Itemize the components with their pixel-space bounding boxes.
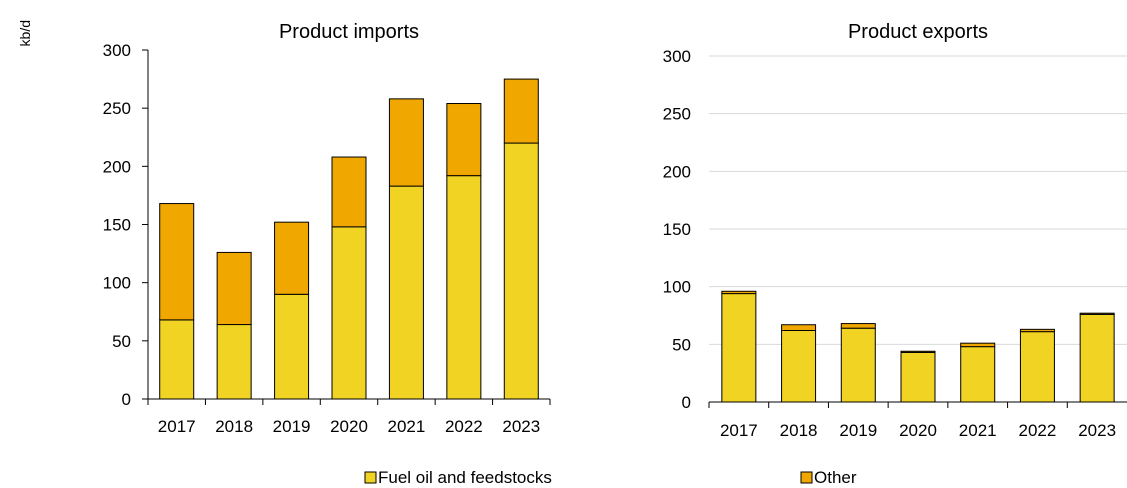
chart-title: Product exports bbox=[848, 21, 988, 43]
legend-swatch-fuel-oil bbox=[364, 471, 377, 484]
bar-fuel-2022 bbox=[446, 175, 482, 400]
bar-other-2021 bbox=[388, 98, 424, 187]
y-tick-label: 0 bbox=[122, 390, 131, 409]
bar-fuel-2022 bbox=[1019, 331, 1055, 403]
y-tick-label: 250 bbox=[103, 99, 131, 118]
x-tick-label: 2020 bbox=[330, 417, 368, 436]
y-tick-label: 200 bbox=[103, 157, 131, 176]
bar-fuel-2017 bbox=[721, 293, 757, 403]
bar-fuel-2020 bbox=[331, 226, 367, 400]
bar-fuel-2023 bbox=[1079, 313, 1115, 403]
legend: Fuel oil and feedstocks Other bbox=[364, 468, 857, 487]
bar-fuel-2020 bbox=[900, 351, 936, 403]
bar-other-2020 bbox=[331, 156, 367, 228]
x-tick-label: 2023 bbox=[502, 417, 540, 436]
bar-other-2022 bbox=[1019, 328, 1055, 333]
bar-other-2019 bbox=[274, 221, 310, 295]
bar-other-2022 bbox=[446, 103, 482, 177]
x-tick-label: 2018 bbox=[215, 417, 253, 436]
product-imports-chart: Product imports 0 50 100 150 200 250 300 2017 201… bbox=[103, 21, 551, 436]
product-exports-chart: Product exports 0 50 100 150 200 250 300 2017 201… bbox=[663, 21, 1127, 440]
bar-other-2018 bbox=[781, 324, 817, 331]
y-tick-label: 300 bbox=[103, 41, 131, 60]
x-tick-label: 2022 bbox=[1019, 421, 1057, 440]
y-tick-label: 150 bbox=[663, 220, 691, 239]
bar-fuel-2019 bbox=[840, 327, 876, 403]
bar-fuel-2018 bbox=[216, 324, 252, 400]
bar-other-2023 bbox=[1079, 312, 1115, 315]
x-tick-label: 2021 bbox=[388, 417, 426, 436]
legend-item-fuel-oil: Fuel oil and feedstocks bbox=[364, 468, 552, 487]
legend-label-fuel-oil: Fuel oil and feedstocks bbox=[378, 468, 552, 487]
x-tick-label: 2018 bbox=[780, 421, 818, 440]
x-tick-label: 2021 bbox=[959, 421, 997, 440]
y-tick-label: 100 bbox=[663, 278, 691, 297]
y-tick-label: 150 bbox=[103, 216, 131, 235]
bar-fuel-2021 bbox=[960, 346, 996, 403]
y-tick-label: 50 bbox=[112, 332, 131, 351]
bar-other-2021 bbox=[960, 342, 996, 348]
bar-other-2023 bbox=[503, 78, 539, 144]
y-tick-label: 250 bbox=[663, 105, 691, 124]
bar-other-2020 bbox=[900, 350, 936, 353]
x-tick-label: 2017 bbox=[158, 417, 196, 436]
chart-title: Product imports bbox=[279, 21, 419, 43]
x-tick-label: 2019 bbox=[273, 417, 311, 436]
x-tick-label: 2017 bbox=[720, 421, 758, 440]
bar-other-2017 bbox=[159, 203, 195, 321]
bar-other-2019 bbox=[840, 323, 876, 329]
bar-other-2018 bbox=[216, 251, 252, 326]
x-tick-label: 2019 bbox=[839, 421, 877, 440]
x-tick-label: 2020 bbox=[899, 421, 937, 440]
x-tick-label: 2022 bbox=[445, 417, 483, 436]
y-tick-label: 300 bbox=[663, 47, 691, 66]
bar-fuel-2021 bbox=[388, 185, 424, 400]
legend-label-other: Other bbox=[814, 468, 857, 487]
x-tick-label: 2023 bbox=[1078, 421, 1116, 440]
y-tick-label: 50 bbox=[672, 335, 691, 354]
bar-fuel-2018 bbox=[781, 329, 817, 403]
bar-fuel-2019 bbox=[274, 293, 310, 400]
bar-other-2017 bbox=[721, 290, 757, 295]
bar-fuel-2023 bbox=[503, 142, 539, 400]
bar-fuel-2017 bbox=[159, 319, 195, 400]
y-axis-unit-label: kb/d bbox=[17, 20, 33, 46]
legend-swatch-other bbox=[800, 471, 813, 484]
y-tick-label: 100 bbox=[103, 274, 131, 293]
y-tick-label: 200 bbox=[663, 162, 691, 181]
y-tick-label: 0 bbox=[682, 393, 691, 412]
legend-item-other: Other bbox=[800, 468, 857, 487]
